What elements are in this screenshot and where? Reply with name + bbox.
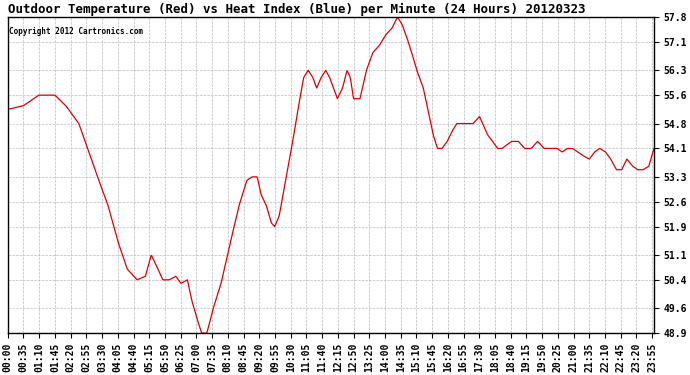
Text: Outdoor Temperature (Red) vs Heat Index (Blue) per Minute (24 Hours) 20120323: Outdoor Temperature (Red) vs Heat Index … xyxy=(8,3,585,16)
Text: Copyright 2012 Cartronics.com: Copyright 2012 Cartronics.com xyxy=(9,27,144,36)
